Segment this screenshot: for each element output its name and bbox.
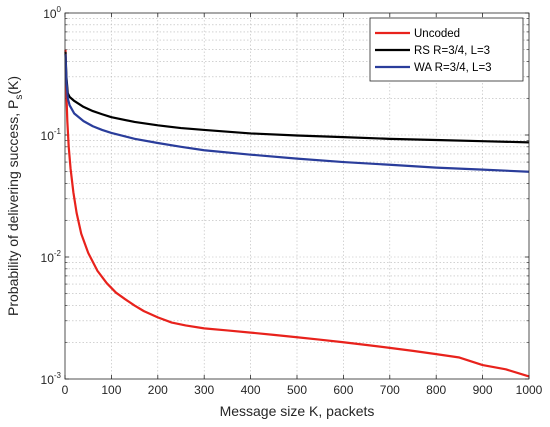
x-tick-label: 800 [426, 383, 446, 397]
series-line-wa [64, 54, 530, 173]
x-tick-label: 300 [194, 383, 214, 397]
legend-entry-wa: WA R=3/4, L=3 [375, 62, 492, 74]
x-tick-labels: 0 100 200 300 400 500 600 700 800 900 1000 [62, 383, 543, 397]
legend-label-uncoded: Uncoded [414, 28, 460, 40]
plot-border [64, 12, 530, 380]
x-tick-label: 700 [380, 383, 400, 397]
series-line-uncoded [64, 49, 530, 378]
x-tick-label: 500 [287, 383, 307, 397]
y-tick-label: 100 [43, 5, 61, 21]
x-tick-label: 200 [148, 383, 168, 397]
legend-entry-uncoded: Uncoded [375, 28, 460, 40]
x-tick-label: 600 [333, 383, 353, 397]
x-tick-label: 100 [101, 383, 121, 397]
x-tick-label: 0 [62, 383, 69, 397]
legend-label-rs: RS R=3/4, L=3 [414, 45, 490, 57]
y-tick-labels: 100 10-1 10-2 10-3 [41, 5, 62, 387]
y-axis-label: Probability of delivering success, Ps(K) [5, 76, 25, 316]
legend-entry-rs: RS R=3/4, L=3 [375, 45, 490, 57]
x-axis-label: Message size K, packets [220, 403, 375, 419]
legend-label-wa: WA R=3/4, L=3 [414, 62, 492, 74]
y-tick-label: 10-1 [41, 127, 62, 143]
y-tick-label: 10-3 [41, 371, 62, 387]
y-tick-label: 10-2 [41, 249, 62, 265]
series-line-rs [64, 51, 530, 144]
x-tick-label: 900 [473, 383, 493, 397]
series-lines [64, 49, 530, 378]
legend: Uncoded RS R=3/4, L=3 WA R=3/4, L=3 [369, 17, 524, 82]
x-tick-label: 1000 [516, 383, 543, 397]
x-tick-label: 400 [241, 383, 261, 397]
